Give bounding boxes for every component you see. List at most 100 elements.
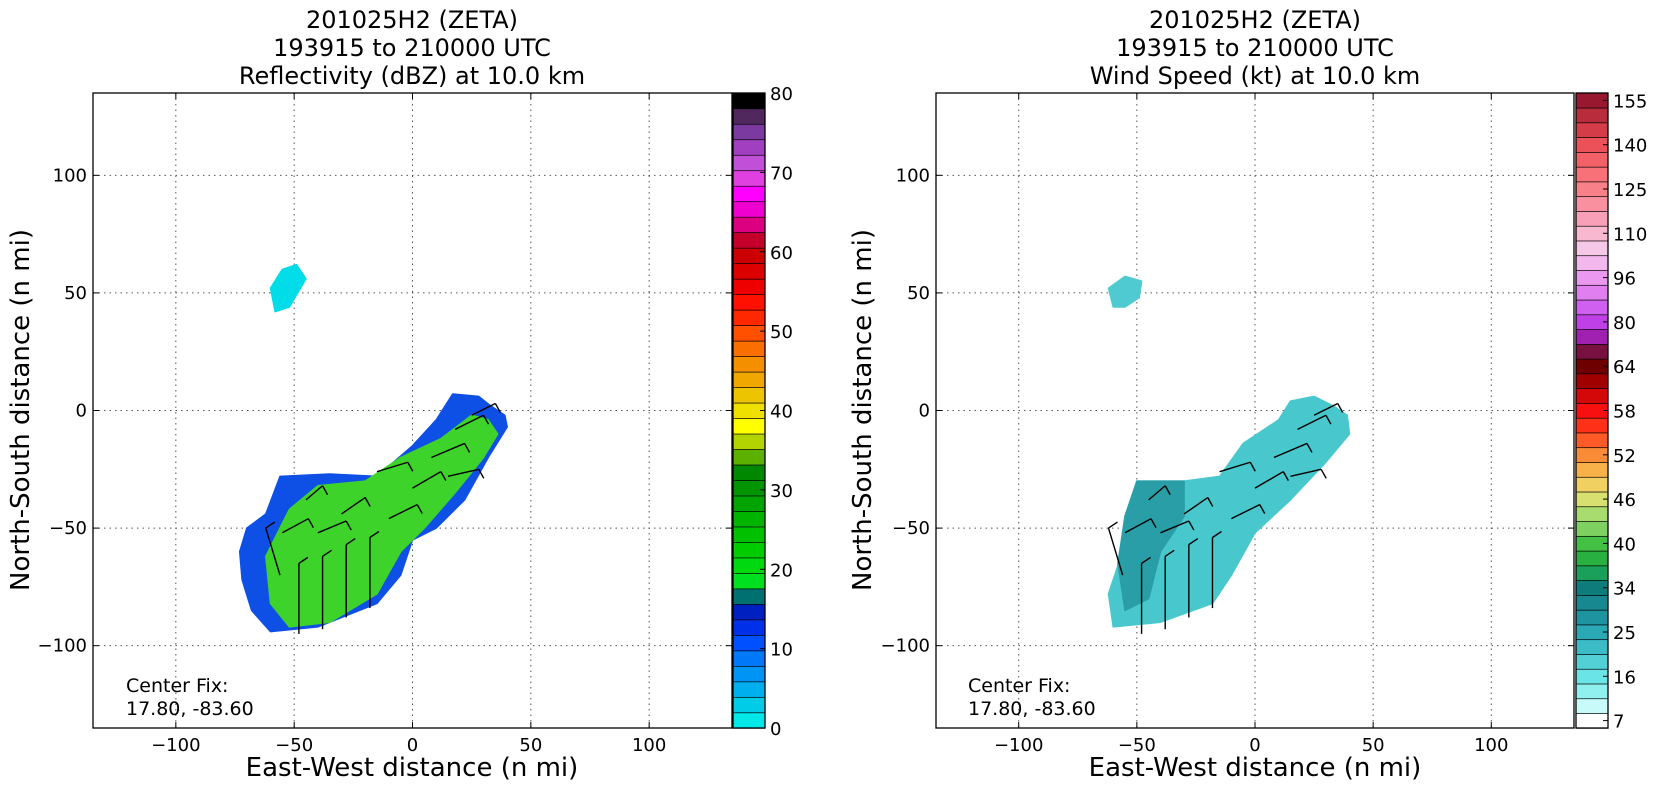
- colorbar-bin: [732, 123, 766, 141]
- y-axis-label: North-South distance (n mi): [848, 229, 878, 591]
- x-tick-label: 0: [407, 735, 418, 756]
- panel-title-line-2: 193915 to 210000 UTC: [273, 34, 551, 62]
- colorbar-tick-label: 125: [1613, 180, 1647, 201]
- x-tick-label: −100: [151, 735, 200, 756]
- colorbar-tick-label: 155: [1613, 91, 1647, 112]
- wind-barb-flag: [345, 537, 356, 546]
- colorbar-bin: [1575, 387, 1609, 404]
- colorbar-tick-label: 96: [1613, 269, 1636, 290]
- panel-title-line-1: 201025H2 (ZETA): [306, 6, 518, 34]
- colorbar-bin: [732, 510, 766, 528]
- wind-barb-flag: [407, 461, 414, 472]
- colorbar-bin: [732, 681, 766, 698]
- colorbar-bin: [732, 603, 766, 621]
- colorbar-bin: [732, 340, 766, 357]
- colorbar-bin: [732, 464, 766, 481]
- colorbar-bin: [732, 433, 766, 450]
- colorbar-bin: [732, 185, 766, 203]
- wind-barb-flag: [440, 471, 447, 481]
- y-tick-label: 0: [919, 401, 930, 422]
- wind-barb-shaft: [471, 402, 496, 416]
- wind-barb-shaft: [454, 414, 484, 430]
- colorbar-bin: [732, 541, 766, 559]
- colorbar-bin: [1575, 328, 1609, 345]
- colorbar-bin: [732, 309, 766, 326]
- colorbar-bin: [1575, 550, 1609, 567]
- wind-barb-flag: [364, 497, 371, 507]
- colorbar-bin: [732, 216, 766, 234]
- panel-title-line-1: 201025H2 (ZETA): [1149, 6, 1361, 34]
- colorbar-bin: [732, 495, 766, 512]
- y-axis-label: North-South distance (n mi): [6, 229, 36, 591]
- x-axis-label: East-West distance (n mi): [246, 753, 579, 783]
- wind-barb-flag: [307, 518, 314, 529]
- colorbar-bin: [1575, 461, 1609, 478]
- colorbar-tick-label: 40: [770, 402, 793, 423]
- wind-barb-shaft: [431, 442, 465, 459]
- colorbar-tick-label: 70: [770, 163, 793, 184]
- wind-speed-colorbar: 7 16 25 34 40 46 52 58 64 80 96 110 125 140 155: [1575, 91, 1647, 733]
- colorbar-bin: [732, 371, 766, 388]
- colorbar-bin: [1575, 210, 1609, 227]
- x-tick-label: 50: [1362, 735, 1385, 756]
- axis-ticks: −100 −50 0 50 100 −100 −50 0 50 100: [881, 93, 1574, 756]
- gridlines: [93, 93, 732, 728]
- center-fix-label: Center Fix:: [126, 675, 228, 697]
- x-tick-label: 0: [1249, 735, 1260, 756]
- panel-title-line-3: Reflectivity (dBZ) at 10.0 km: [239, 62, 585, 90]
- y-tick-label: 100: [896, 165, 930, 186]
- x-tick-label: −100: [994, 735, 1043, 756]
- colorbar-bin: [732, 201, 766, 218]
- colorbar-bin: [732, 479, 766, 497]
- y-tick-label: −50: [49, 518, 87, 539]
- colorbar-tick-label: 40: [1613, 534, 1636, 555]
- colorbar-bin: [1575, 343, 1609, 360]
- wind-barb-flag: [478, 468, 485, 479]
- colorbar-tick-label: 80: [770, 84, 793, 105]
- colorbar-bin: [1575, 520, 1609, 537]
- colorbar-bin: [1575, 417, 1609, 434]
- wind-barb-shaft: [1313, 402, 1339, 416]
- wind-barb-flag: [1320, 468, 1327, 479]
- colorbar-tick-label: 0: [770, 719, 781, 740]
- colorbar-bin: [1575, 107, 1609, 124]
- colorbar-bin: [732, 665, 766, 683]
- colorbar-bin: [1575, 151, 1609, 168]
- colorbar-bin: [732, 263, 766, 280]
- x-tick-label: 100: [632, 735, 666, 756]
- colorbar-bin: [1575, 506, 1609, 522]
- wind-barb-shaft: [1297, 414, 1327, 430]
- wind-barbs: [265, 402, 501, 634]
- x-tick-label: −50: [1118, 735, 1156, 756]
- wind-barb-flag: [1188, 537, 1199, 546]
- y-tick-label: −100: [881, 636, 930, 657]
- wind-barb-flag: [494, 403, 501, 413]
- colorbar-bin: [732, 324, 766, 342]
- wind-barb-flag: [369, 530, 380, 539]
- colorbar-bin: [1575, 594, 1609, 611]
- center-fix-value: 17.80, -83.60: [126, 698, 254, 720]
- colorbar-bin: [732, 650, 766, 667]
- colorbar-bin: [1575, 299, 1609, 316]
- colorbar-bin: [732, 355, 766, 373]
- colorbar-tick-label: 140: [1613, 136, 1647, 157]
- wind-barb-shaft: [1290, 468, 1322, 478]
- wind-barb-flag: [1337, 403, 1344, 413]
- panel-title-line-3: Wind Speed (kt) at 10.0 km: [1090, 62, 1421, 90]
- wind-barb-flag: [482, 414, 490, 425]
- colorbar-tick-label: 7: [1613, 712, 1624, 733]
- wind-barb-shaft: [1124, 518, 1152, 534]
- wind-barb-flag: [1207, 497, 1214, 507]
- colorbar-bin: [1575, 698, 1609, 714]
- colorbar-tick-label: 34: [1613, 579, 1636, 600]
- wind-barb-shaft: [412, 471, 442, 489]
- wind-barb-flag: [416, 504, 423, 514]
- wind-barb-flag: [1108, 521, 1118, 529]
- colorbar-bin: [1575, 432, 1609, 449]
- colorbar-bin: [1575, 653, 1609, 670]
- panel-title-line-2: 193915 to 210000 UTC: [1116, 34, 1394, 62]
- colorbar-tick-label: 30: [770, 481, 793, 502]
- x-tick-label: 100: [1474, 735, 1508, 756]
- wind-barb-flag: [1164, 485, 1171, 496]
